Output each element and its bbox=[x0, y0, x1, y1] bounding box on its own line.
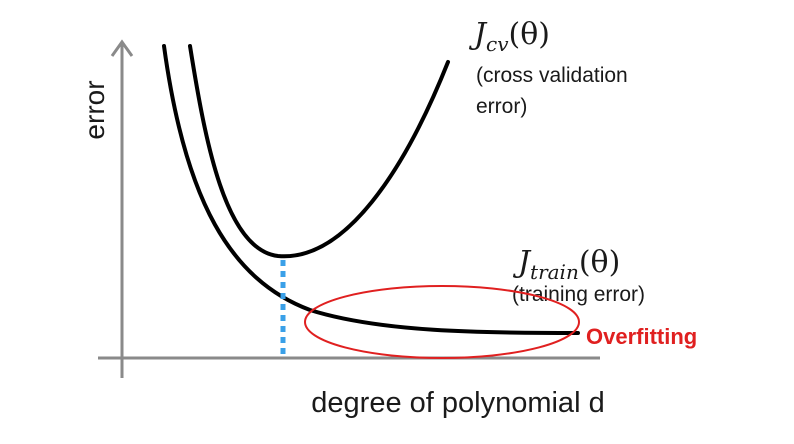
train-argument: (θ) bbox=[579, 245, 620, 280]
y-axis-label: error bbox=[79, 80, 110, 139]
train-error-label: Jtrain(θ) (training error) bbox=[512, 245, 645, 306]
cv-error-curve bbox=[188, 44, 450, 259]
train-description: (training error) bbox=[512, 283, 645, 306]
x-axis-label: degree of polynomial d bbox=[311, 387, 604, 419]
svg-text:Jcv(θ): Jcv(θ) bbox=[468, 17, 550, 56]
overfitting-label: Overfitting bbox=[586, 324, 697, 349]
y-axis-arrow bbox=[110, 39, 134, 57]
overfitting-region-ellipse bbox=[304, 285, 580, 359]
train-error-curve bbox=[162, 44, 580, 335]
axes bbox=[98, 39, 600, 378]
cv-subscript: cv bbox=[486, 32, 509, 56]
svg-text:Jtrain(θ): Jtrain(θ) bbox=[512, 245, 620, 284]
cv-description-line2: error) bbox=[476, 95, 527, 118]
cv-argument: (θ) bbox=[509, 17, 550, 52]
train-symbol: J bbox=[512, 245, 532, 280]
cv-symbol: J bbox=[468, 17, 488, 52]
train-subscript: train bbox=[530, 260, 579, 284]
cv-error-label: Jcv(θ) (cross validation error) bbox=[468, 17, 628, 118]
cv-description-line1: (cross validation bbox=[476, 64, 628, 87]
